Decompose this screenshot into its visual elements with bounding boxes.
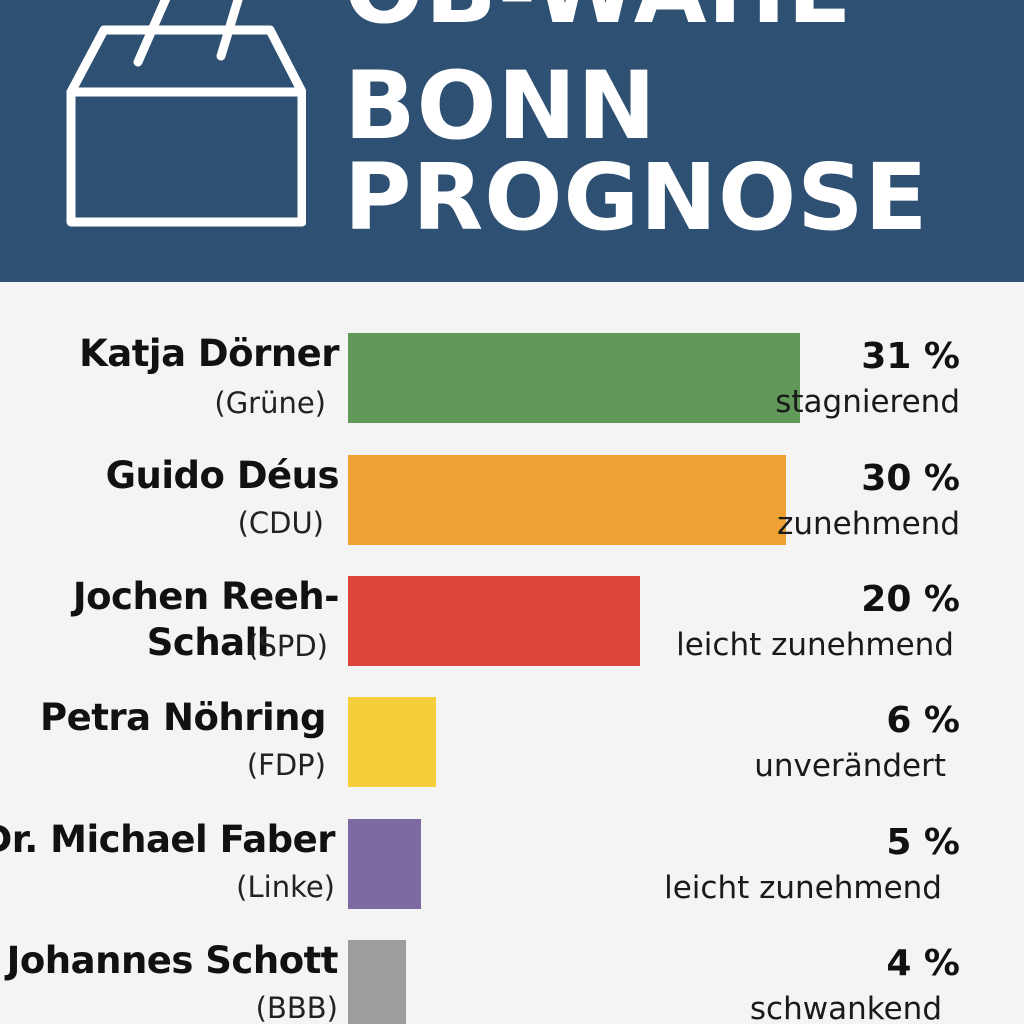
page-title-line-1: OB-WAHL <box>344 0 848 38</box>
bar <box>348 333 800 423</box>
value-label: 4 % <box>886 943 960 984</box>
trend-label: unverändert <box>754 748 946 784</box>
chart-row: Petra Nöhring (FDP) 6 % unverändert <box>0 646 1024 787</box>
trend-label: leicht zunehmend <box>664 870 942 906</box>
value-label: 31 % <box>861 336 960 377</box>
chart-row: Jochen Reeh- Schall (SPD) 20 % leicht zu… <box>0 525 1024 666</box>
value-label: 6 % <box>886 700 960 741</box>
candidate-name-line-1: Jochen Reeh- <box>72 575 340 618</box>
header-banner: OB-WAHL BONN PROGNOSE <box>0 0 1024 282</box>
bar <box>348 697 436 787</box>
candidate-name-line-2: Schall <box>146 621 270 664</box>
chart-row: Johannes Schott (BBB) 4 % schwankend <box>0 889 1024 1024</box>
candidate-party: (SPD) <box>247 629 328 663</box>
candidate-name: Petra Nöhring <box>40 696 326 739</box>
candidate-party: (Linke) <box>236 870 335 904</box>
bar-chart: Katja Dörner (Grüne) 31 % stagnierend Gu… <box>0 282 1024 1024</box>
trend-label: stagnierend <box>775 384 960 420</box>
candidate-party: (Grüne) <box>214 386 326 420</box>
value-label: 20 % <box>861 579 960 620</box>
candidate-party: (FDP) <box>246 748 326 782</box>
candidate-name: Guido Déus <box>105 454 340 497</box>
candidate-name: Johannes Schott <box>6 939 339 982</box>
page-title-line-2: BONN <box>344 52 657 161</box>
trend-label: zunehmend <box>777 506 960 542</box>
bar <box>348 819 421 909</box>
chart-row: Guido Déus (CDU) 30 % zunehmend <box>0 404 1024 545</box>
candidate-party: (BBB) <box>255 991 338 1024</box>
trend-label: leicht zunehmend <box>676 627 954 663</box>
value-label: 30 % <box>861 458 960 499</box>
candidate-name: Katja Dörner <box>79 332 339 375</box>
bar <box>348 455 786 545</box>
ballot-box-icon <box>66 0 306 227</box>
page-title-line-3: PROGNOSE <box>344 144 929 251</box>
bar <box>348 940 406 1024</box>
bar <box>348 576 640 666</box>
value-label: 5 % <box>886 822 960 863</box>
candidate-name: Dr. Michael Faber <box>0 818 336 861</box>
chart-row: Dr. Michael Faber (Linke) 5 % leicht zun… <box>0 768 1024 909</box>
chart-row: Katja Dörner (Grüne) 31 % stagnierend <box>0 282 1024 423</box>
trend-label: schwankend <box>749 991 942 1024</box>
candidate-party: (CDU) <box>237 506 324 540</box>
